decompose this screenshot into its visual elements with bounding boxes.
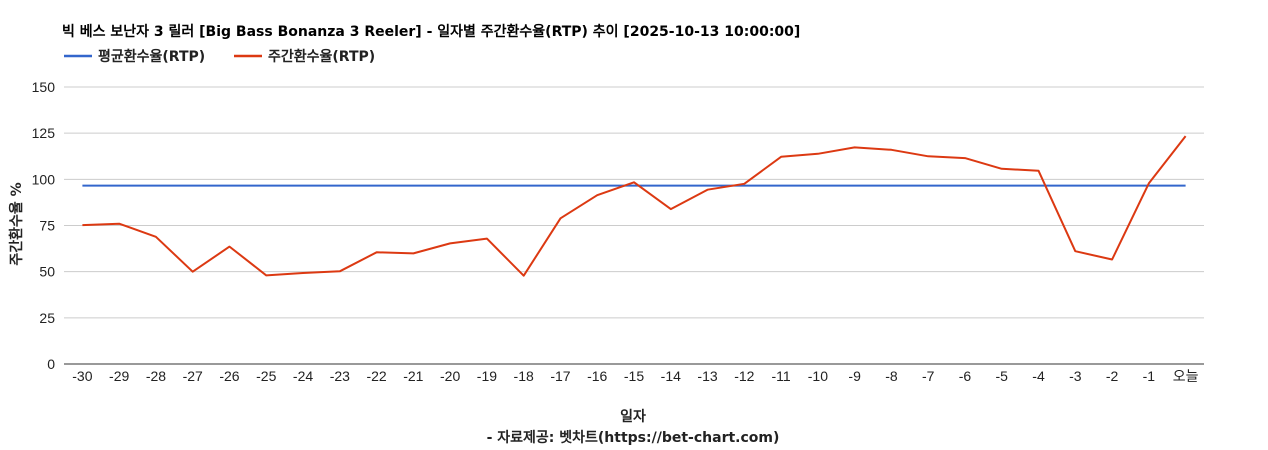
- x-tick-label: -23: [330, 368, 350, 384]
- x-tick-label: -25: [256, 368, 276, 384]
- x-tick-label: -28: [146, 368, 166, 384]
- x-tick-label: -29: [109, 368, 129, 384]
- x-tick-label: -21: [403, 368, 423, 384]
- x-tick-label: -2: [1106, 368, 1119, 384]
- data-source: - 자료제공: 벳차트(https://bet-chart.com): [487, 429, 780, 446]
- legend: 평균환수율(RTP) 주간환수율(RTP): [64, 48, 375, 65]
- x-tick-label: -6: [959, 368, 972, 384]
- y-tick-label: 125: [32, 125, 56, 141]
- x-tick-label: -27: [183, 368, 203, 384]
- x-tick-label: -24: [293, 368, 313, 384]
- y-tick-label: 100: [32, 171, 56, 187]
- y-tick-label: 75: [39, 218, 55, 234]
- x-tick-label: -1: [1143, 368, 1156, 384]
- x-tick-label: -15: [624, 368, 644, 384]
- x-tick-label: -19: [477, 368, 497, 384]
- x-tick-label: -13: [697, 368, 717, 384]
- x-tick-label: -5: [996, 368, 1009, 384]
- y-axis-title: 주간환수율 %: [8, 182, 25, 265]
- y-tick-label: 25: [39, 310, 55, 326]
- x-tick-label: -18: [514, 368, 534, 384]
- y-tick-label: 150: [32, 79, 56, 95]
- y-tick-label: 50: [39, 264, 55, 280]
- x-tick-label: -16: [587, 368, 607, 384]
- weekly-rtp-line[interactable]: [82, 135, 1187, 277]
- x-tick-label: -12: [734, 368, 754, 384]
- y-tick-label: 0: [47, 356, 55, 372]
- x-tick-label: -11: [771, 368, 790, 384]
- x-tick-label: -20: [440, 368, 460, 384]
- x-tick-label: -10: [808, 368, 828, 384]
- x-tick-label: -17: [550, 368, 570, 384]
- x-tick-label: -7: [922, 368, 935, 384]
- x-tick-label: 오늘: [1173, 368, 1199, 384]
- x-tick-label: -3: [1069, 368, 1082, 384]
- x-tick-label: -4: [1032, 368, 1045, 384]
- gridlines: [64, 86, 1204, 365]
- legend-item-average[interactable]: 평균환수율(RTP): [64, 48, 205, 65]
- y-axis-ticks: 0 25 50 75 100 125 150: [32, 79, 56, 372]
- x-tick-label: -9: [848, 368, 861, 384]
- x-tick-label: -14: [661, 368, 681, 384]
- x-axis-ticks: -30 -29 -28 -27 -26 -25 -24 -23 -22 -21 -20 -19 -18-…: [72, 368, 1198, 384]
- x-tick-label: -8: [885, 368, 898, 384]
- chart-title: 빅 베스 보난자 3 릴러 [Big Bass Bonanza 3 Reeler…: [62, 23, 800, 40]
- x-tick-label: -26: [219, 368, 239, 384]
- series-lines: [82, 135, 1187, 277]
- legend-label-weekly: 주간환수율(RTP): [268, 48, 375, 65]
- legend-item-weekly[interactable]: 주간환수율(RTP): [234, 48, 375, 65]
- x-tick-label: -22: [366, 368, 386, 384]
- x-tick-label: -30: [72, 368, 92, 384]
- x-axis-title: 일자: [620, 409, 646, 425]
- legend-label-average: 평균환수율(RTP): [98, 48, 205, 65]
